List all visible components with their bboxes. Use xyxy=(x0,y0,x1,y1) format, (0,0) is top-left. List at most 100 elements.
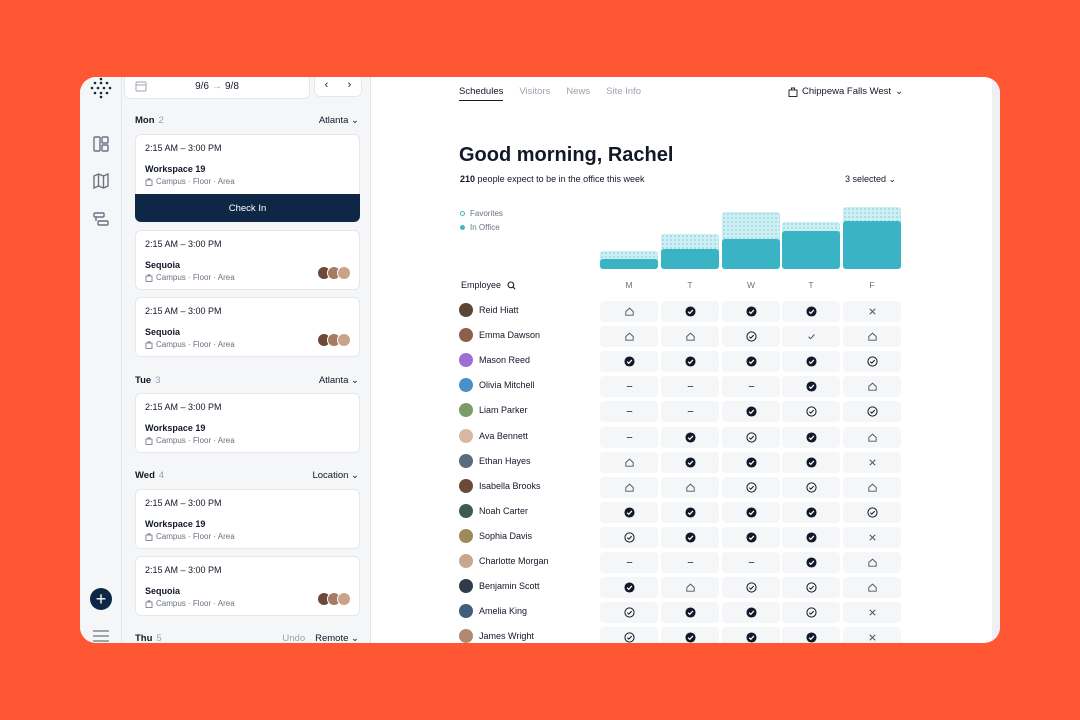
attendee-avatars[interactable] xyxy=(317,333,351,347)
day-status-cell[interactable] xyxy=(843,326,901,348)
table-row[interactable]: Ava Bennett xyxy=(459,426,903,451)
day-status-cell[interactable] xyxy=(722,526,780,548)
day-status-cell[interactable] xyxy=(843,351,901,373)
day-status-cell[interactable] xyxy=(661,577,719,599)
day-status-cell[interactable] xyxy=(722,326,780,348)
day-status-cell[interactable] xyxy=(843,451,901,473)
table-row[interactable]: Isabella Brooks xyxy=(459,476,903,501)
day-status-cell[interactable] xyxy=(722,451,780,473)
day-status-cell[interactable] xyxy=(843,401,901,423)
next-week-button[interactable]: › xyxy=(347,79,352,91)
day-status-cell[interactable] xyxy=(600,476,658,498)
table-row[interactable]: Amelia King xyxy=(459,601,903,626)
location-dropdown[interactable]: Atlanta ⌄ xyxy=(319,375,359,386)
day-status-cell[interactable] xyxy=(843,301,901,322)
prev-week-button[interactable]: ‹ xyxy=(324,79,329,91)
day-status-cell[interactable] xyxy=(782,376,840,398)
day-status-cell[interactable] xyxy=(722,301,780,322)
booking-card[interactable]: 2:15 AM – 3:00 PM Workspace 19 Campus · … xyxy=(135,489,360,549)
day-status-cell[interactable] xyxy=(843,426,901,448)
day-status-cell[interactable] xyxy=(722,426,780,448)
day-status-cell[interactable] xyxy=(722,552,780,573)
day-status-cell[interactable] xyxy=(782,401,840,423)
table-row[interactable]: Liam Parker xyxy=(459,400,903,425)
day-status-cell[interactable] xyxy=(722,376,780,398)
tab-visitors[interactable]: Visitors xyxy=(519,86,551,97)
location-dropdown[interactable]: Atlanta ⌄ xyxy=(319,115,359,126)
day-status-cell[interactable] xyxy=(782,301,840,322)
table-row[interactable]: James Wright xyxy=(459,626,903,643)
booking-card[interactable]: 2:15 AM – 3:00 PM Sequoia Campus · Floor… xyxy=(135,297,360,357)
day-status-cell[interactable] xyxy=(661,426,719,448)
dashboard-icon[interactable] xyxy=(92,135,110,153)
add-button[interactable]: + xyxy=(90,588,112,610)
day-status-cell[interactable] xyxy=(843,476,901,498)
day-status-cell[interactable] xyxy=(843,526,901,548)
table-row[interactable]: Ethan Hayes xyxy=(459,451,903,476)
day-status-cell[interactable] xyxy=(782,526,840,548)
day-status-cell[interactable] xyxy=(661,376,719,398)
day-status-cell[interactable] xyxy=(843,376,901,398)
day-status-cell[interactable] xyxy=(782,602,840,624)
day-status-cell[interactable] xyxy=(782,351,840,373)
day-status-cell[interactable] xyxy=(600,326,658,348)
booking-card[interactable]: 2:15 AM – 3:00 PM Sequoia Campus · Floor… xyxy=(135,230,360,290)
table-row[interactable]: Reid Hiatt xyxy=(459,300,903,325)
day-status-cell[interactable] xyxy=(600,451,658,473)
location-dropdown[interactable]: Undo Remote ⌄ xyxy=(282,633,359,643)
day-status-cell[interactable] xyxy=(661,602,719,624)
table-row[interactable]: Sophia Davis xyxy=(459,526,903,551)
menu-icon[interactable] xyxy=(93,630,109,642)
undo-button[interactable]: Undo xyxy=(282,633,306,643)
map-icon[interactable] xyxy=(92,172,110,190)
day-status-cell[interactable] xyxy=(782,501,840,523)
search-icon[interactable] xyxy=(507,280,516,290)
day-status-cell[interactable] xyxy=(782,476,840,498)
day-status-cell[interactable] xyxy=(722,602,780,624)
day-status-cell[interactable] xyxy=(661,476,719,498)
day-status-cell[interactable] xyxy=(782,451,840,473)
layout-icon[interactable] xyxy=(92,210,110,228)
day-status-cell[interactable] xyxy=(843,577,901,599)
day-status-cell[interactable] xyxy=(722,351,780,373)
day-status-cell[interactable] xyxy=(600,351,658,373)
day-status-cell[interactable] xyxy=(782,577,840,599)
day-status-cell[interactable] xyxy=(782,552,840,573)
day-status-cell[interactable] xyxy=(722,476,780,498)
day-status-cell[interactable] xyxy=(782,326,840,348)
booking-card[interactable]: 2:15 AM – 3:00 PM Workspace 19 Campus · … xyxy=(135,393,360,453)
day-status-cell[interactable] xyxy=(843,627,901,643)
day-status-cell[interactable] xyxy=(722,401,780,423)
day-status-cell[interactable] xyxy=(661,501,719,523)
table-row[interactable]: Olivia Mitchell xyxy=(459,375,903,400)
day-status-cell[interactable] xyxy=(600,602,658,624)
day-status-cell[interactable] xyxy=(600,627,658,643)
day-status-cell[interactable] xyxy=(843,602,901,624)
day-status-cell[interactable] xyxy=(661,627,719,643)
selection-dropdown[interactable]: 3 selected ⌄ xyxy=(845,174,896,185)
table-row[interactable]: Charlotte Morgan xyxy=(459,551,903,576)
day-status-cell[interactable] xyxy=(722,501,780,523)
day-status-cell[interactable] xyxy=(843,552,901,573)
table-row[interactable]: Benjamin Scott xyxy=(459,576,903,601)
day-status-cell[interactable] xyxy=(600,526,658,548)
day-status-cell[interactable] xyxy=(600,552,658,573)
day-status-cell[interactable] xyxy=(722,577,780,599)
day-status-cell[interactable] xyxy=(661,326,719,348)
table-row[interactable]: Emma Dawson xyxy=(459,325,903,350)
site-selector[interactable]: Chippewa Falls West ⌄ xyxy=(788,86,903,97)
day-status-cell[interactable] xyxy=(661,301,719,322)
tab-news[interactable]: News xyxy=(566,86,591,97)
day-status-cell[interactable] xyxy=(661,526,719,548)
day-status-cell[interactable] xyxy=(661,451,719,473)
logo-icon[interactable] xyxy=(90,77,112,99)
attendee-avatars[interactable] xyxy=(317,592,351,606)
location-dropdown[interactable]: Location ⌄ xyxy=(312,470,359,481)
day-status-cell[interactable] xyxy=(600,501,658,523)
day-status-cell[interactable] xyxy=(722,627,780,643)
day-status-cell[interactable] xyxy=(600,376,658,398)
day-status-cell[interactable] xyxy=(600,401,658,423)
scrollbar[interactable] xyxy=(992,77,1000,643)
date-range-picker[interactable]: 9/6 → 9/8 xyxy=(124,77,310,99)
day-status-cell[interactable] xyxy=(600,426,658,448)
